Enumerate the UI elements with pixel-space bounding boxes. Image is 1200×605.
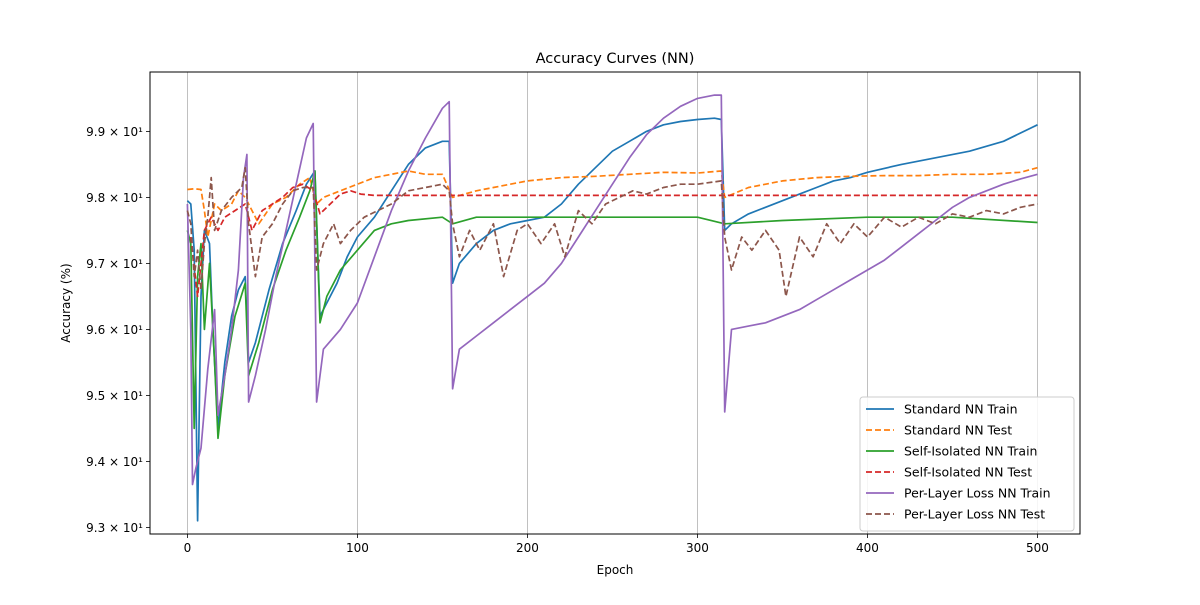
y-axis-ticks: 9.3 × 10¹ 9.4 × 10¹ 9.5 × 10¹ 9.6 × 10¹ 9.7 … [86,125,150,535]
series-lines [186,94,1038,522]
x-tick-label: 0 [184,541,192,555]
y-tick-label: 9.9 × 10¹ [86,125,143,139]
series-line-self-isolated-nn-train [186,170,1038,440]
legend-label: Self-Isolated NN Test [904,465,1032,480]
y-tick-label: 9.3 × 10¹ [86,521,143,535]
series-line-standard-nn-test [187,166,1038,238]
legend-box [859,396,1075,532]
x-tick-label: 100 [346,541,369,555]
x-tick-label: 500 [1026,541,1049,555]
x-tick-label: 200 [516,541,539,555]
x-axis-label: Epoch [597,563,634,577]
legend-label: Per-Layer Loss NN Test [904,507,1045,522]
series-line-per-layer-loss-nn-test [186,166,1038,298]
y-tick-label: 9.7 × 10¹ [86,257,143,271]
legend-label: Self-Isolated NN Train [904,444,1037,459]
legend-label: Per-Layer Loss NN Train [904,486,1051,501]
plot-frame [149,71,1081,535]
x-axis-ticks: 0 100 200 300 400 500 [184,534,1049,555]
x-tick-label: 300 [686,541,709,555]
y-tick-label: 9.6 × 10¹ [86,323,143,337]
legend-label: Standard NN Train [904,402,1018,417]
legend-label: Standard NN Test [904,423,1012,438]
series-line-self-isolated-nn-test [189,183,1038,298]
x-tick-label: 400 [856,541,879,555]
y-tick-label: 9.8 × 10¹ [86,191,143,205]
legend: Standard NN Train Standard NN Test Self-Is… [859,396,1075,532]
y-axis-label: Accuracy (%) [59,263,73,342]
y-tick-label: 9.5 × 10¹ [86,389,143,403]
y-tick-label: 9.4 × 10¹ [86,455,143,469]
chart-title: Accuracy Curves (NN) [536,51,695,67]
